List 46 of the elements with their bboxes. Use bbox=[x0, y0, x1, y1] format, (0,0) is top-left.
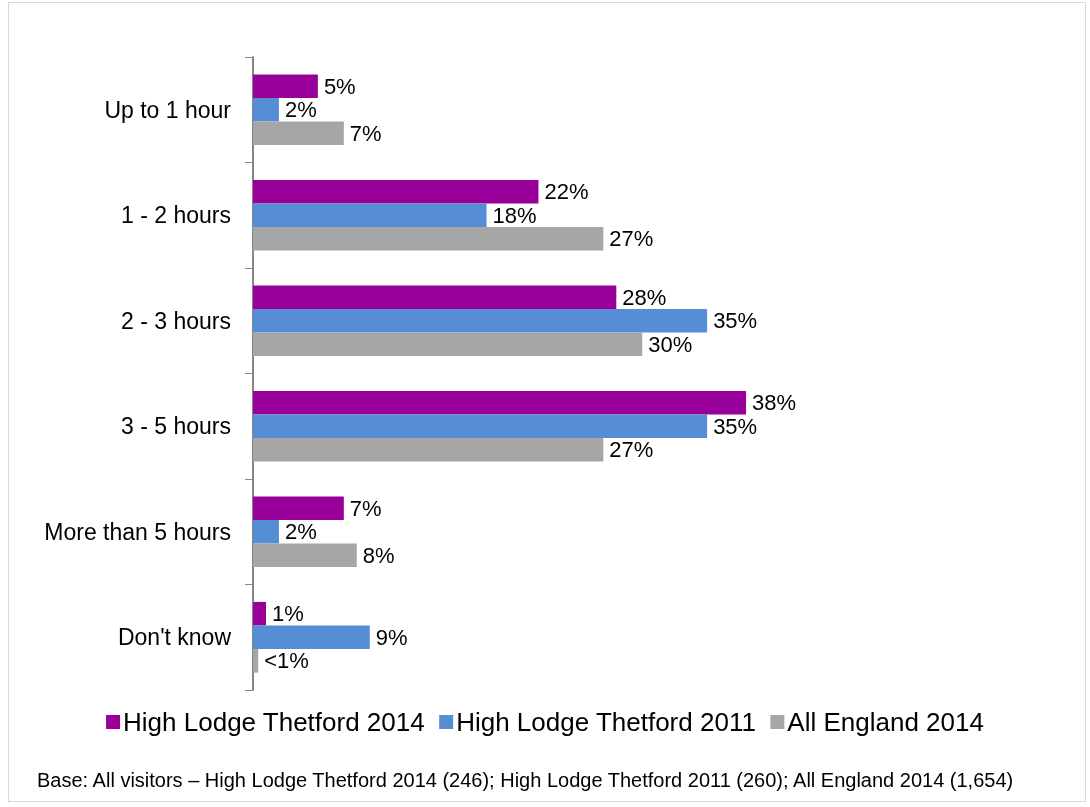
bar bbox=[253, 496, 344, 520]
y-tick-label: 1 - 2 hours bbox=[121, 202, 231, 229]
y-tick-label: Don't know bbox=[117, 624, 232, 651]
data-label: 30% bbox=[648, 331, 693, 357]
data-label: 27% bbox=[609, 437, 654, 463]
bar bbox=[253, 601, 266, 626]
bar bbox=[253, 438, 604, 462]
bar bbox=[253, 308, 708, 333]
bar bbox=[253, 97, 279, 122]
y-tick-label: 3 - 5 hours bbox=[121, 413, 231, 440]
text: Base: All visitors – High Lodge Thetford 2014 (246); High Lodge Thetford 2011 (260); All England 2014 (1,654) bbox=[37, 769, 1014, 791]
data-label: 2% bbox=[284, 519, 317, 545]
data-label: 1% bbox=[271, 601, 304, 627]
legend-label: All England 2014 bbox=[787, 707, 984, 737]
bar bbox=[253, 543, 357, 568]
data-label: 8% bbox=[362, 542, 395, 568]
data-label: 35% bbox=[713, 413, 758, 439]
data-label: 5% bbox=[323, 73, 356, 99]
data-label: 7% bbox=[349, 120, 382, 146]
bar bbox=[253, 519, 279, 544]
data-label: 28% bbox=[622, 284, 667, 310]
data-label: 27% bbox=[609, 226, 654, 252]
data-label: 35% bbox=[713, 308, 758, 334]
bar bbox=[253, 414, 708, 439]
data-label: 9% bbox=[375, 624, 408, 650]
bar bbox=[253, 625, 370, 650]
data-label: 22% bbox=[544, 179, 589, 205]
data-label: 2% bbox=[284, 97, 317, 123]
bar bbox=[253, 74, 318, 98]
data-label: 38% bbox=[752, 390, 797, 416]
data-label: <1% bbox=[264, 648, 309, 674]
bar bbox=[253, 121, 344, 146]
y-tick-label: 2 - 3 hours bbox=[121, 307, 231, 334]
y-tick-label: Up to 1 hour bbox=[104, 96, 232, 123]
data-label: 7% bbox=[349, 495, 382, 521]
bar bbox=[253, 179, 539, 204]
y-tick-label: More than 5 hours bbox=[44, 518, 231, 545]
legend-label: High Lodge Thetford 2014 bbox=[123, 707, 425, 737]
bar bbox=[253, 390, 747, 415]
bar bbox=[253, 649, 259, 673]
bar bbox=[253, 285, 617, 309]
bar bbox=[253, 332, 643, 357]
data-label: 18% bbox=[492, 202, 537, 228]
legend-label: High Lodge Thetford 2011 bbox=[456, 707, 756, 737]
bar bbox=[253, 227, 604, 251]
bar bbox=[253, 203, 487, 228]
